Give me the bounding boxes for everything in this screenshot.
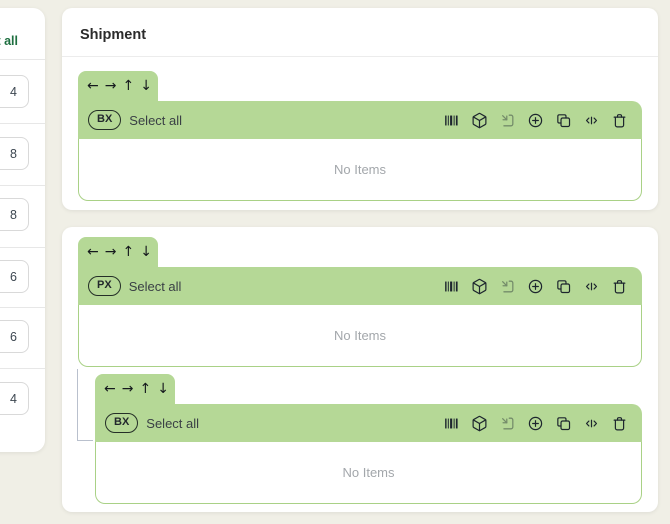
shipment-block-bx-1: ← → ↑ ↓ BX Select all No Items xyxy=(78,71,642,201)
package-icon[interactable] xyxy=(471,112,488,129)
count-field[interactable] xyxy=(0,198,29,231)
count-field[interactable] xyxy=(0,320,29,353)
block-header: PX Select all xyxy=(78,267,642,305)
arrow-down-icon[interactable]: ↓ xyxy=(157,381,169,397)
arrow-right-icon[interactable]: → xyxy=(104,244,117,260)
block-select-all-link[interactable]: Select all xyxy=(146,415,200,431)
code-icon[interactable] xyxy=(583,278,600,295)
shipment-panel: Shipment ← → ↑ ↓ BX Select all No Items xyxy=(62,8,658,210)
empty-state-text: No Items xyxy=(342,465,395,480)
barcode-icon[interactable] xyxy=(443,278,460,295)
move-arrows-toolbar: ← → ↑ ↓ xyxy=(78,71,158,101)
block-drop-zone[interactable]: No Items xyxy=(78,139,642,201)
shipment-sub-panel: ← → ↑ ↓ PX Select all No Items ← xyxy=(62,227,658,512)
arrow-down-icon[interactable]: ↓ xyxy=(140,244,152,260)
import-icon[interactable] xyxy=(499,112,516,129)
divider xyxy=(0,59,45,60)
barcode-icon[interactable] xyxy=(443,112,460,129)
empty-state-text: No Items xyxy=(333,162,386,177)
barcode-icon[interactable] xyxy=(443,415,460,432)
divider xyxy=(0,123,45,124)
arrow-right-icon[interactable]: → xyxy=(121,381,134,397)
type-badge: BX xyxy=(88,110,122,130)
arrow-left-icon[interactable]: ← xyxy=(104,381,116,397)
arrow-up-icon[interactable]: ↑ xyxy=(139,381,152,397)
block-toolbar xyxy=(443,415,628,432)
block-toolbar xyxy=(443,112,628,129)
add-circle-icon[interactable] xyxy=(527,278,544,295)
duplicate-icon[interactable] xyxy=(555,415,572,432)
package-icon[interactable] xyxy=(471,278,488,295)
block-select-all-link[interactable]: Select all xyxy=(128,278,182,294)
move-arrows-toolbar: ← → ↑ ↓ xyxy=(78,237,158,267)
arrow-up-icon[interactable]: ↑ xyxy=(122,244,135,260)
add-circle-icon[interactable] xyxy=(527,112,544,129)
empty-state-text: No Items xyxy=(333,328,386,343)
sidebar-select-all-link[interactable]: Select all xyxy=(0,34,18,48)
divider xyxy=(62,56,658,57)
add-circle-icon[interactable] xyxy=(527,415,544,432)
duplicate-icon[interactable] xyxy=(555,278,572,295)
delete-icon[interactable] xyxy=(611,415,628,432)
arrow-left-icon[interactable]: ← xyxy=(87,78,99,94)
count-field[interactable] xyxy=(0,75,29,108)
block-select-all-link[interactable]: Select all xyxy=(129,112,183,128)
code-icon[interactable] xyxy=(583,112,600,129)
arrow-left-icon[interactable]: ← xyxy=(87,244,99,260)
block-drop-zone[interactable]: No Items xyxy=(78,305,642,367)
shipment-block-px: ← → ↑ ↓ PX Select all No Items xyxy=(78,237,642,367)
import-icon[interactable] xyxy=(499,278,516,295)
divider xyxy=(0,247,45,248)
shipment-block-bx-2: ← → ↑ ↓ BX Select all No Items xyxy=(95,374,642,504)
code-icon[interactable] xyxy=(583,415,600,432)
left-panel: Select all xyxy=(0,8,45,452)
count-field[interactable] xyxy=(0,382,29,415)
import-icon[interactable] xyxy=(499,415,516,432)
count-field[interactable] xyxy=(0,260,29,293)
type-badge: PX xyxy=(88,276,121,296)
divider xyxy=(0,307,45,308)
count-field[interactable] xyxy=(0,137,29,170)
block-header: BX Select all xyxy=(95,404,642,442)
delete-icon[interactable] xyxy=(611,278,628,295)
package-icon[interactable] xyxy=(471,415,488,432)
block-toolbar xyxy=(443,278,628,295)
arrow-right-icon[interactable]: → xyxy=(104,78,117,94)
move-arrows-toolbar: ← → ↑ ↓ xyxy=(95,374,175,404)
block-header: BX Select all xyxy=(78,101,642,139)
duplicate-icon[interactable] xyxy=(555,112,572,129)
divider xyxy=(0,185,45,186)
delete-icon[interactable] xyxy=(611,112,628,129)
arrow-down-icon[interactable]: ↓ xyxy=(140,78,152,94)
type-badge: BX xyxy=(105,413,139,433)
tree-connector-line xyxy=(77,369,93,441)
arrow-up-icon[interactable]: ↑ xyxy=(122,78,135,94)
divider xyxy=(0,368,45,369)
panel-title: Shipment xyxy=(80,27,147,43)
block-drop-zone[interactable]: No Items xyxy=(95,442,642,504)
